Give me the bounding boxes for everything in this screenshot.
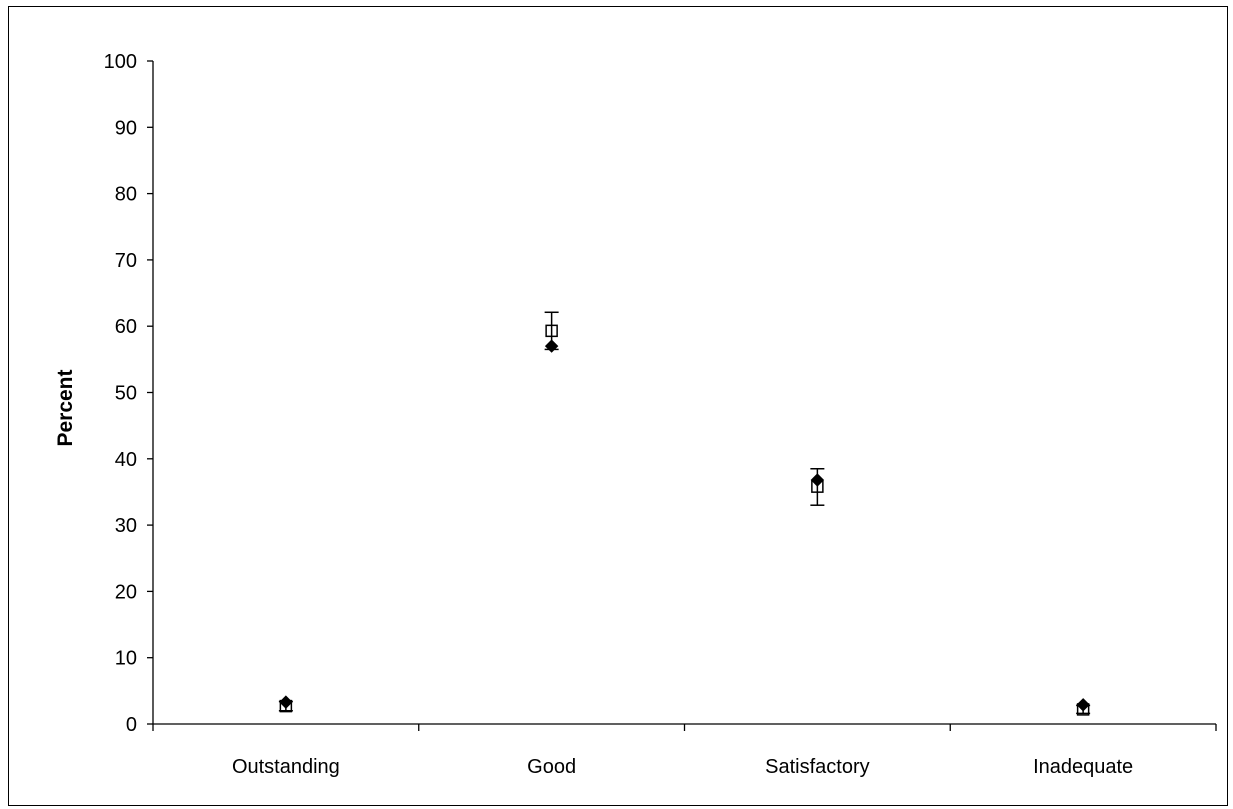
x-tick-label: Satisfactory	[765, 756, 869, 778]
y-tick-label: 100	[104, 51, 137, 73]
diamond-point	[1076, 698, 1090, 712]
y-tick-label: 50	[115, 383, 137, 405]
square-point	[1076, 703, 1090, 716]
y-tick-label: 70	[115, 250, 137, 272]
diamond-point	[810, 473, 825, 487]
y-tick-label: 80	[115, 184, 137, 206]
square-point	[811, 480, 824, 493]
y-tick-label: 30	[115, 515, 137, 537]
x-tick-label: Outstanding	[232, 756, 340, 778]
y-tick-label: 40	[115, 449, 137, 471]
y-tick-label: 90	[115, 117, 137, 139]
y-axis-label: Percent	[54, 369, 77, 446]
axes: 0 10 20 30 40 50 60 70 80 90 100 Outstanding Good Sat…	[104, 51, 1217, 778]
square-point	[279, 699, 293, 713]
diamond-point	[544, 339, 559, 353]
square-point	[545, 324, 558, 338]
y-tick-label: 10	[115, 648, 137, 670]
data-marks	[278, 311, 1091, 716]
diamond-point	[279, 695, 293, 709]
y-tick-label: 0	[126, 714, 137, 736]
y-tick-label: 20	[115, 581, 137, 603]
x-tick-label: Good	[527, 756, 576, 778]
x-tick-label: Inadequate	[1033, 756, 1133, 778]
chart-frame	[8, 6, 1228, 806]
y-tick-label: 60	[115, 316, 137, 338]
